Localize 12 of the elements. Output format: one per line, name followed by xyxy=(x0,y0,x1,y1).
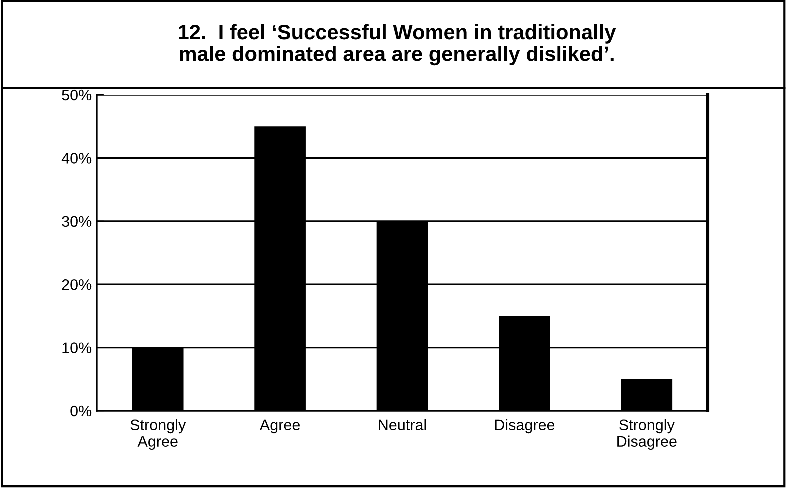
y-tick-label: 50% xyxy=(62,90,92,101)
x-tick-label: Agree xyxy=(260,420,300,434)
x-tick-label: Strongly Disagree xyxy=(618,419,677,450)
x-tick-label: Disagree xyxy=(495,419,555,434)
y-tick-label: 40% xyxy=(62,153,92,164)
y-tick-label: 30% xyxy=(62,216,92,228)
y-tick-label: 20% xyxy=(62,279,92,290)
y-tick-label: 10% xyxy=(62,342,92,354)
chart-title: 12. I feel ‘Successful Women in traditionally male dominated area are generally disliked’. xyxy=(179,24,616,66)
x-tick-label: Neutral xyxy=(379,419,426,431)
y-tick-label: 0% xyxy=(70,406,92,417)
x-tick-label: Strongly Agree xyxy=(130,419,186,450)
